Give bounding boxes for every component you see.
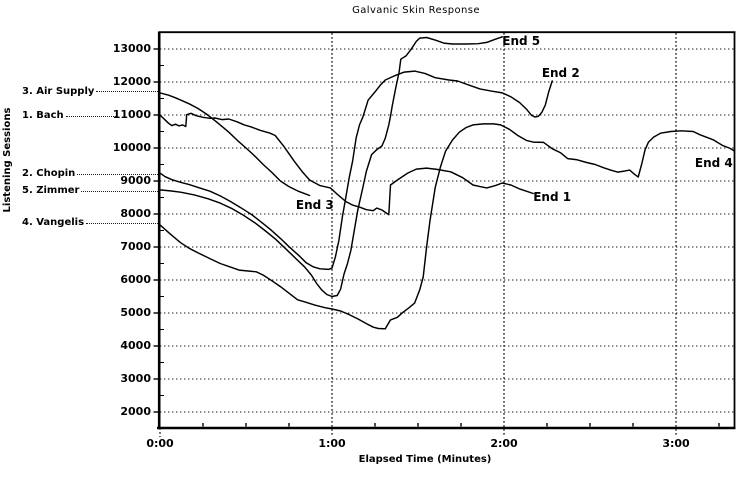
series-end-label-end-3: End 3 — [295, 198, 334, 213]
y-axis-side-label: Listening Sessions — [2, 107, 13, 213]
y-tick-label: 5000 — [120, 306, 151, 319]
leader-dots — [81, 190, 158, 192]
series-end-label-end-2: End 2 — [541, 66, 580, 81]
session-label-text: 4. Vangelis — [22, 217, 85, 229]
session-label-text: 5. Zimmer — [22, 185, 80, 197]
x-axis-title: Elapsed Time (Minutes) — [358, 454, 492, 465]
series-line-bach — [160, 112, 534, 216]
x-tick-label: 2:00 — [490, 437, 518, 450]
session-label-bach: 1. Bach — [22, 109, 116, 122]
y-tick-label: 3000 — [120, 372, 151, 385]
y-tick-label: 6000 — [120, 273, 151, 286]
y-tick-label: 2000 — [120, 405, 151, 418]
x-tick-label: 1:00 — [318, 437, 346, 450]
series-end-label-end-4: End 4 — [694, 155, 733, 170]
session-label-air-supply: 3. Air Supply — [22, 85, 158, 98]
session-label-text: 3. Air Supply — [22, 85, 95, 97]
leader-dots — [77, 173, 158, 175]
session-label-text: 2. Chopin — [22, 168, 76, 180]
series-end-label-end-5: End 5 — [502, 34, 541, 49]
y-tick-label: 4000 — [120, 339, 151, 352]
series-line-chopin — [160, 70, 553, 271]
session-label-vangelis: 4. Vangelis — [22, 216, 158, 229]
session-label-chopin: 2. Chopin — [22, 167, 158, 180]
y-tick-label: 11000 — [112, 108, 151, 121]
y-tick-label: 9000 — [120, 174, 151, 187]
series-line-air-supply — [160, 92, 311, 197]
session-label-text: 1. Bach — [22, 110, 64, 122]
y-tick-label: 8000 — [120, 207, 151, 220]
y-tick-label: 12000 — [112, 75, 151, 88]
leader-dots — [65, 115, 116, 117]
y-tick-label: 7000 — [120, 240, 151, 253]
session-label-zimmer: 5. Zimmer — [22, 184, 158, 197]
leader-dots — [96, 91, 158, 93]
x-tick-label: 0:00 — [146, 437, 174, 450]
leader-dots — [86, 222, 158, 224]
y-tick-label: 13000 — [112, 42, 151, 55]
y-tick-label: 10000 — [112, 141, 151, 154]
chart-title: Galvanic Skin Response — [352, 5, 480, 16]
series-line-zimmer — [160, 36, 504, 298]
x-tick-label: 3:00 — [662, 437, 690, 450]
series-end-label-end-1: End 1 — [533, 189, 572, 204]
series-line-vangelis — [160, 123, 735, 330]
